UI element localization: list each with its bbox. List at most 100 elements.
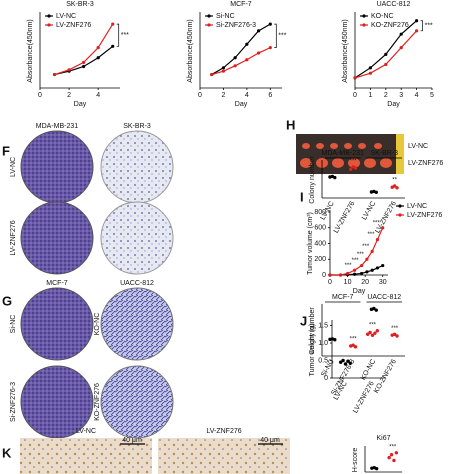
- x-axis-label: Day: [353, 288, 366, 295]
- x-tick-label: 0: [38, 92, 42, 99]
- x-tick-label: 5: [430, 92, 434, 99]
- significance: ***: [362, 244, 370, 250]
- annotation: ***: [350, 337, 358, 343]
- row-label: LV-ZNF276: [408, 160, 443, 167]
- data-point: [82, 60, 86, 65]
- annotation: ***: [425, 23, 433, 30]
- data-point: [375, 237, 380, 242]
- data-point: [366, 332, 370, 336]
- y-axis-label: Colony number: [309, 307, 316, 355]
- annotation: ***: [369, 322, 377, 328]
- y-tick-label: 1.5: [318, 322, 328, 329]
- legend-swatch: [362, 23, 366, 27]
- panel-label: J: [300, 313, 307, 328]
- chart-title: Ki67: [376, 435, 390, 442]
- data-point: [67, 68, 71, 72]
- column-label: MCF-7: [46, 280, 67, 287]
- data-point: [392, 332, 397, 337]
- data-point: [360, 271, 364, 276]
- y-tick-label: 200: [314, 256, 326, 263]
- legend-swatch: [47, 23, 51, 27]
- data-point: [221, 66, 226, 70]
- x-axis-label: Day: [235, 101, 248, 108]
- row-label: Si-NC: [10, 315, 17, 334]
- x-tick-label: 2: [221, 92, 225, 99]
- row-label: LV-NC: [10, 157, 17, 177]
- row-label: KO-NC: [94, 313, 101, 336]
- data-point: [268, 46, 272, 50]
- group-label: MCF-7: [332, 294, 353, 301]
- scale-bar-label: 40 μm: [122, 437, 142, 444]
- legend-label: Si-ZNF276-3: [216, 22, 256, 29]
- legend-swatch: [207, 14, 211, 18]
- data-point: [353, 268, 357, 272]
- data-point: [233, 56, 237, 60]
- legend-label: LV-ZNF276: [407, 212, 442, 219]
- x-tick-label: 0: [328, 279, 332, 286]
- data-point: [353, 166, 358, 170]
- annotation: **: [392, 178, 397, 184]
- x-tick-label: LV-NC: [361, 200, 377, 221]
- legend-swatch: [398, 213, 402, 217]
- y-tick-label: 800: [314, 209, 326, 216]
- x-tick-label: 0: [353, 92, 357, 99]
- x-tick-label: 4: [415, 92, 419, 99]
- legend-swatch: [362, 14, 366, 18]
- x-tick-label: 3: [399, 92, 403, 99]
- ihc-photos: [20, 438, 290, 474]
- data-point: [394, 451, 399, 455]
- legend-label: KO-ZNF276: [371, 22, 409, 29]
- column-label: MDA-MB-231: [36, 123, 79, 130]
- panel-label: G: [2, 293, 12, 308]
- data-point: [375, 329, 379, 333]
- data-point: [375, 266, 380, 270]
- data-point: [341, 358, 345, 363]
- x-tick-label: 30: [379, 279, 387, 286]
- column-label: LV-NC: [76, 428, 96, 435]
- data-point: [328, 273, 332, 277]
- x-tick-label: 2: [67, 92, 71, 99]
- y-axis-label: Absorbance(450nm): [342, 19, 349, 82]
- scale-bar-label: 40 μm: [260, 437, 280, 444]
- data-point: [111, 22, 115, 26]
- series-line: [211, 23, 271, 76]
- data-point: [368, 330, 372, 335]
- data-point: [345, 271, 350, 276]
- significance: ***: [357, 252, 365, 258]
- legend-swatch: [398, 204, 402, 208]
- data-point: [348, 361, 352, 365]
- data-point: [370, 249, 374, 253]
- x-tick-label: 20: [361, 279, 369, 286]
- data-point: [384, 62, 388, 67]
- data-point: [384, 52, 388, 56]
- group-label: UACC-812: [367, 294, 401, 301]
- legend-label: Si-NC: [216, 13, 235, 20]
- data-point: [370, 333, 375, 337]
- data-point: [368, 71, 372, 75]
- data-point: [399, 46, 403, 50]
- y-tick-label: 600: [314, 225, 326, 232]
- data-point: [374, 308, 378, 312]
- legend-label: LV-NC: [407, 203, 427, 210]
- data-point: [365, 270, 369, 274]
- panel-label: H: [286, 117, 295, 132]
- data-point: [365, 257, 369, 261]
- y-axis-label: Colony number: [309, 156, 316, 204]
- legend-swatch: [47, 14, 51, 18]
- data-point: [360, 263, 364, 268]
- row-label: Si-ZNF276-3: [10, 382, 17, 422]
- data-point: [395, 186, 399, 190]
- panel-label: I: [300, 189, 304, 204]
- annotation: ***: [389, 444, 397, 450]
- x-axis-label: Day: [387, 101, 400, 108]
- data-point: [372, 306, 376, 311]
- group-label: MDA-MB-231: [322, 150, 365, 157]
- x-tick-label: LV-ZNF276: [352, 380, 376, 414]
- y-tick-label: 400: [314, 240, 326, 247]
- annotation: ***: [121, 32, 129, 39]
- data-point: [245, 58, 249, 62]
- x-tick-label: LV-ZNF276: [333, 200, 357, 234]
- data-point: [373, 331, 377, 335]
- data-point: [96, 56, 100, 60]
- data-point: [52, 72, 57, 77]
